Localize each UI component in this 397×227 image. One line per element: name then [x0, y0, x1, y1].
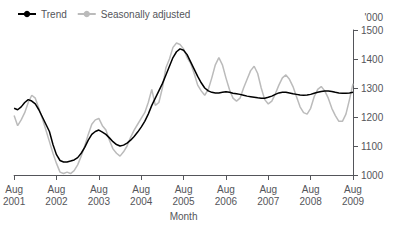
svg-text:Aug: Aug: [48, 184, 66, 195]
svg-text:1100: 1100: [361, 141, 383, 152]
svg-text:Aug: Aug: [5, 184, 23, 195]
svg-text:'000: '000: [364, 12, 383, 23]
svg-text:Month: Month: [170, 211, 198, 222]
svg-text:Aug: Aug: [132, 184, 150, 195]
svg-text:Aug: Aug: [217, 184, 235, 195]
svg-text:Aug: Aug: [259, 184, 277, 195]
svg-text:Seasonally adjusted: Seasonally adjusted: [101, 9, 191, 20]
svg-text:2004: 2004: [130, 196, 153, 207]
svg-text:1300: 1300: [361, 83, 384, 94]
svg-text:2003: 2003: [88, 196, 111, 207]
svg-text:Aug: Aug: [344, 184, 362, 195]
svg-text:Trend: Trend: [41, 9, 67, 20]
svg-text:Aug: Aug: [302, 184, 320, 195]
svg-text:2001: 2001: [3, 196, 26, 207]
svg-text:1200: 1200: [361, 112, 384, 123]
svg-text:2007: 2007: [257, 196, 280, 207]
svg-text:1400: 1400: [361, 54, 384, 65]
svg-text:1000: 1000: [361, 170, 384, 181]
svg-text:2006: 2006: [215, 196, 238, 207]
svg-text:2005: 2005: [172, 196, 195, 207]
svg-text:2008: 2008: [300, 196, 323, 207]
svg-text:Aug: Aug: [175, 184, 193, 195]
svg-text:1500: 1500: [361, 25, 384, 36]
svg-text:Aug: Aug: [90, 184, 108, 195]
svg-text:2002: 2002: [45, 196, 68, 207]
svg-text:2009: 2009: [342, 196, 365, 207]
